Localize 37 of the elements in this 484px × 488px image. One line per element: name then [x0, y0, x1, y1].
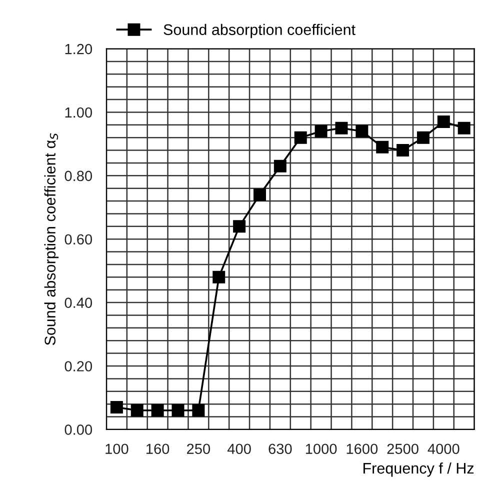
x-tick-label: 1600 — [346, 444, 378, 454]
y-tick-label: 0.40 — [64, 298, 92, 308]
x-tick-label: 2500 — [387, 444, 418, 454]
y-tick-label: 1.20 — [65, 44, 92, 54]
point — [192, 404, 205, 417]
point — [151, 404, 164, 417]
point — [110, 400, 123, 414]
y-tick-label: 0.60 — [64, 234, 92, 245]
y-axis-title: Sound absorption coefficient α$_{S}$ — [44, 133, 59, 346]
point — [335, 122, 348, 134]
point — [376, 140, 389, 154]
y-tick-label: 0.80 — [64, 170, 92, 182]
x-tick-label: 400 — [227, 444, 251, 454]
x-tick-label: 630 — [268, 444, 292, 454]
x-tick-label: 160 — [146, 444, 170, 454]
y-tick-label: 0.00 — [64, 424, 92, 435]
point — [458, 122, 470, 134]
point — [437, 116, 450, 128]
x-axis-title: Frequency f / Hz — [364, 462, 474, 477]
point — [396, 144, 410, 157]
x-tick-label: 1000 — [306, 444, 337, 454]
point — [212, 270, 226, 284]
point — [416, 131, 430, 144]
point — [253, 188, 266, 201]
point — [356, 125, 368, 138]
point — [172, 404, 184, 417]
y-tick-label: 0.20 — [64, 361, 92, 372]
point — [294, 131, 307, 144]
y-tick-label: 1.00 — [65, 107, 92, 118]
x-tick-label: 4000 — [428, 444, 460, 454]
x-tick-label: 100 — [106, 444, 128, 454]
point — [233, 220, 246, 233]
point — [314, 125, 328, 138]
legend-label: Sound absorption coefficient — [164, 24, 356, 38]
x-tick-label: 250 — [187, 444, 210, 454]
point — [274, 160, 286, 172]
point — [130, 404, 144, 417]
